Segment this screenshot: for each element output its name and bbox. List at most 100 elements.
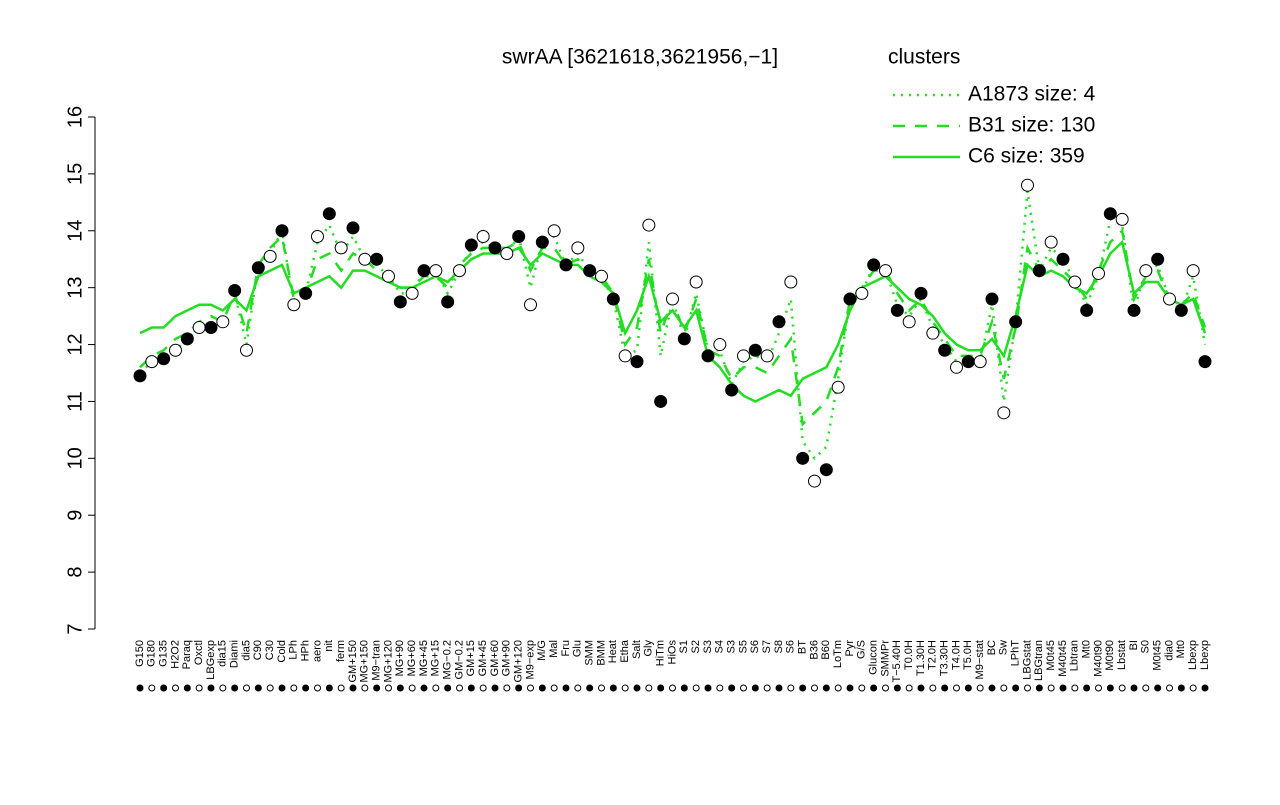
point xyxy=(938,343,952,357)
point xyxy=(879,264,892,278)
rug xyxy=(314,684,321,692)
rug xyxy=(1059,684,1067,692)
rug xyxy=(467,684,475,692)
legend-label: A1873 size: 4 xyxy=(968,83,1096,106)
rug xyxy=(633,684,641,692)
rug xyxy=(1095,684,1102,692)
x-tick-label: Heat xyxy=(607,640,619,663)
point xyxy=(251,261,265,275)
rug xyxy=(325,684,333,692)
x-tick-label: Glucon xyxy=(868,640,880,675)
rug xyxy=(385,684,392,692)
rug xyxy=(822,684,830,692)
point xyxy=(133,369,147,383)
point xyxy=(547,224,561,238)
x-tick-label: S4 xyxy=(714,640,726,653)
x-tick-label: MG+120 xyxy=(382,640,394,683)
point xyxy=(1092,266,1105,280)
x-tick-label: BC xyxy=(986,640,998,655)
rug xyxy=(1142,684,1150,692)
rug xyxy=(1106,684,1114,692)
point xyxy=(973,355,987,369)
rug xyxy=(361,684,369,692)
rug xyxy=(1047,684,1055,692)
x-tick-label: LBGexp xyxy=(205,640,217,680)
x-tick-label: Etha xyxy=(619,639,631,663)
point xyxy=(441,295,455,309)
point xyxy=(831,380,845,394)
rug xyxy=(148,684,156,692)
x-tick-label: M0t90 xyxy=(1104,640,1116,671)
x-tick-label: C90 xyxy=(252,640,264,660)
point xyxy=(559,258,573,272)
rug xyxy=(136,684,144,692)
rug xyxy=(976,684,984,692)
x-tick-label: MG−0.2 xyxy=(442,640,454,679)
x-tick-label: BT xyxy=(797,640,809,654)
x-tick-label: BI xyxy=(1128,640,1140,650)
rug xyxy=(1035,684,1043,692)
x-tick-label: Lbexp xyxy=(1199,640,1211,670)
point xyxy=(654,394,668,408)
x-tick-label: S3 xyxy=(702,640,714,653)
x-tick-label: S2 xyxy=(690,640,702,653)
point xyxy=(145,355,159,369)
point xyxy=(1163,292,1176,306)
rug xyxy=(266,684,274,692)
point xyxy=(713,338,727,352)
rug xyxy=(1118,684,1126,692)
x-tick-label: Lbtran xyxy=(1069,640,1081,671)
point xyxy=(1068,275,1082,289)
rug xyxy=(988,684,996,692)
x-tick-label: MG+60 xyxy=(406,640,418,676)
x-tick-label: S3 xyxy=(726,640,738,653)
x-tick-label: GM+60 xyxy=(489,640,501,676)
x-tick-label: SMM xyxy=(584,640,596,666)
point xyxy=(405,286,419,300)
point xyxy=(1174,303,1188,317)
x-tick-label: T4.0H xyxy=(950,640,962,670)
point xyxy=(784,275,798,289)
y-tick-label: 13 xyxy=(64,277,86,299)
point xyxy=(902,315,916,329)
point xyxy=(985,292,999,306)
point xyxy=(346,221,360,235)
point xyxy=(512,229,526,243)
point xyxy=(192,320,206,334)
rug xyxy=(337,684,345,692)
point xyxy=(382,269,395,283)
point xyxy=(453,264,466,278)
rug xyxy=(811,684,818,692)
rug xyxy=(420,684,428,692)
legend-label: B31 size: 130 xyxy=(968,114,1095,137)
point xyxy=(263,249,277,263)
x-tick-label: B60 xyxy=(820,640,832,660)
point xyxy=(595,269,608,283)
point xyxy=(228,284,242,298)
rug xyxy=(1154,684,1162,692)
x-tick-label: T−5.40H xyxy=(891,640,903,683)
rug xyxy=(740,684,747,692)
x-tick-label: B36 xyxy=(808,640,820,660)
chart-title: swrAA [3621618,3621956,−1] xyxy=(502,46,778,69)
x-tick-label: GM+120 xyxy=(513,640,525,683)
point xyxy=(488,241,502,255)
x-tick-label: MG+45 xyxy=(418,640,430,676)
rug xyxy=(929,684,937,692)
point xyxy=(642,218,656,232)
legend-label: C6 size: 359 xyxy=(968,145,1085,168)
x-tick-label: Diami xyxy=(229,640,241,668)
x-tick-label: HiTm xyxy=(655,640,667,666)
point xyxy=(1139,264,1153,278)
x-tick-label: LPh xyxy=(288,640,300,660)
rug xyxy=(905,684,913,692)
rug xyxy=(941,684,949,692)
x-tick-label: LBGstat xyxy=(1021,640,1033,680)
point xyxy=(760,349,774,363)
point xyxy=(725,383,739,397)
point xyxy=(417,264,431,278)
point xyxy=(1009,315,1023,329)
point xyxy=(358,252,372,266)
rug xyxy=(609,684,617,692)
x-tick-label: GM+15 xyxy=(465,640,477,676)
